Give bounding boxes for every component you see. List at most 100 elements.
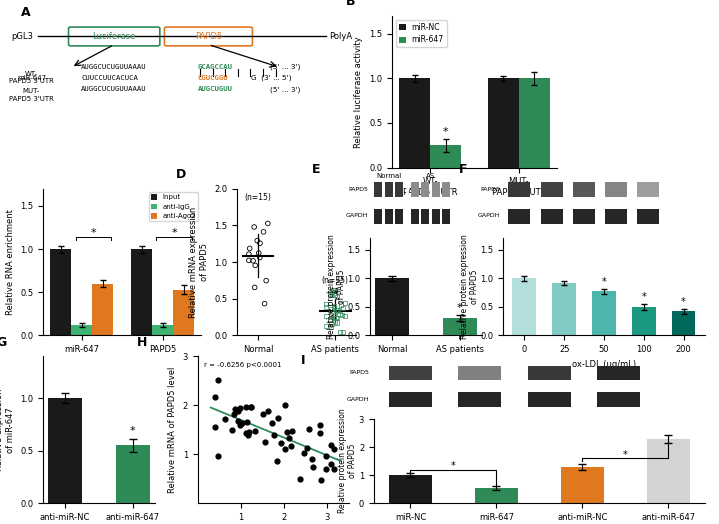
- Text: MUT-
PAPD5 3'UTR: MUT- PAPD5 3'UTR: [9, 89, 54, 102]
- Text: AS: AS: [426, 173, 435, 179]
- Text: AUGCUGUU: AUGCUGUU: [198, 86, 232, 92]
- Point: [285, 442, 297, 451]
- Point: [326, 311, 337, 320]
- Bar: [375, 182, 383, 197]
- Text: E: E: [312, 163, 321, 176]
- Point: [260, 438, 271, 446]
- Point: [320, 465, 331, 473]
- Bar: [528, 392, 571, 407]
- Bar: [632, 307, 656, 335]
- Point: [244, 428, 255, 436]
- Bar: [597, 366, 640, 380]
- Bar: [389, 366, 431, 380]
- Bar: [431, 145, 462, 168]
- Point: [212, 452, 224, 460]
- Point: [258, 227, 270, 236]
- Text: *: *: [681, 297, 686, 307]
- Point: [320, 300, 331, 308]
- Bar: [637, 182, 659, 197]
- Bar: [518, 78, 550, 168]
- Bar: [541, 182, 563, 197]
- Text: WT-
PAPD5 3'UTR: WT- PAPD5 3'UTR: [9, 71, 54, 84]
- Bar: [116, 445, 150, 503]
- Point: [259, 299, 270, 308]
- Point: [326, 291, 338, 300]
- Point: [331, 314, 342, 322]
- Bar: [442, 182, 450, 197]
- Bar: [573, 209, 595, 224]
- Text: *: *: [641, 292, 646, 302]
- Legend: miR-NC, miR-647: miR-NC, miR-647: [395, 19, 447, 48]
- Text: PAPD5: PAPD5: [348, 187, 368, 192]
- Text: Normal: Normal: [376, 173, 401, 179]
- Point: [241, 429, 252, 438]
- Point: [244, 244, 255, 253]
- Bar: [92, 283, 114, 335]
- Point: [332, 306, 344, 314]
- Point: [320, 322, 331, 330]
- Text: CGUCGGU: CGUCGGU: [198, 75, 228, 81]
- Point: [337, 328, 349, 336]
- Text: GAPDH: GAPDH: [346, 213, 368, 219]
- Bar: [421, 209, 429, 224]
- Y-axis label: Relative mRNA expression
of PAPD5: Relative mRNA expression of PAPD5: [190, 206, 209, 318]
- Bar: [513, 278, 536, 335]
- Text: r = -0.6256 p<0.0001: r = -0.6256 p<0.0001: [203, 362, 281, 368]
- Point: [260, 277, 272, 285]
- Text: (n=35): (n=35): [321, 276, 349, 285]
- Point: [331, 306, 342, 314]
- Bar: [173, 290, 194, 335]
- Point: [232, 417, 244, 425]
- Y-axis label: Relative mRNA of PAPD5 level: Relative mRNA of PAPD5 level: [168, 366, 177, 493]
- Point: [247, 257, 259, 265]
- Point: [236, 419, 247, 427]
- Point: [209, 423, 221, 432]
- Point: [329, 318, 341, 326]
- Bar: [443, 318, 477, 335]
- Text: PAPD5: PAPD5: [195, 32, 222, 41]
- Point: [326, 311, 337, 320]
- X-axis label: ox-LDL (μg/mL): ox-LDL (μg/mL): [572, 359, 636, 369]
- FancyBboxPatch shape: [68, 27, 160, 46]
- Point: [336, 311, 348, 319]
- Bar: [597, 392, 640, 407]
- Y-axis label: Relative RNA enrichment: Relative RNA enrichment: [6, 209, 14, 315]
- Text: *: *: [171, 228, 177, 238]
- Y-axis label: Relative luciferase activity: Relative luciferase activity: [354, 36, 363, 148]
- Point: [328, 302, 339, 310]
- Point: [329, 464, 340, 473]
- Point: [326, 288, 338, 297]
- Text: CUUCCUUCACUCA: CUUCCUUCACUCA: [81, 75, 138, 81]
- Point: [331, 293, 343, 301]
- Point: [334, 328, 346, 336]
- Point: [212, 376, 224, 385]
- Text: AUGGCUCUGUUAAAU: AUGGCUCUGUUAAAU: [81, 63, 147, 70]
- Bar: [385, 182, 393, 197]
- Bar: [421, 182, 429, 197]
- Text: I: I: [301, 354, 306, 367]
- Point: [328, 444, 339, 453]
- Point: [242, 418, 253, 426]
- Bar: [592, 291, 616, 335]
- Point: [266, 419, 278, 427]
- Point: [242, 431, 254, 440]
- Point: [249, 223, 260, 231]
- Y-axis label: Relative protein expression
of PAPD5: Relative protein expression of PAPD5: [326, 235, 346, 339]
- Point: [232, 407, 244, 416]
- Point: [321, 302, 332, 311]
- Point: [324, 315, 336, 323]
- Point: [325, 305, 336, 313]
- Bar: [395, 182, 403, 197]
- Text: *: *: [451, 461, 456, 471]
- Bar: [375, 209, 383, 224]
- Point: [254, 253, 265, 261]
- Point: [308, 463, 319, 471]
- Text: GAPDH: GAPDH: [347, 397, 369, 402]
- Bar: [399, 78, 431, 168]
- Point: [229, 405, 241, 413]
- Point: [229, 410, 240, 418]
- Y-axis label: Relative protein expression
of PAPD5: Relative protein expression of PAPD5: [459, 235, 479, 339]
- Bar: [487, 78, 518, 168]
- Point: [302, 444, 313, 452]
- Point: [272, 456, 283, 465]
